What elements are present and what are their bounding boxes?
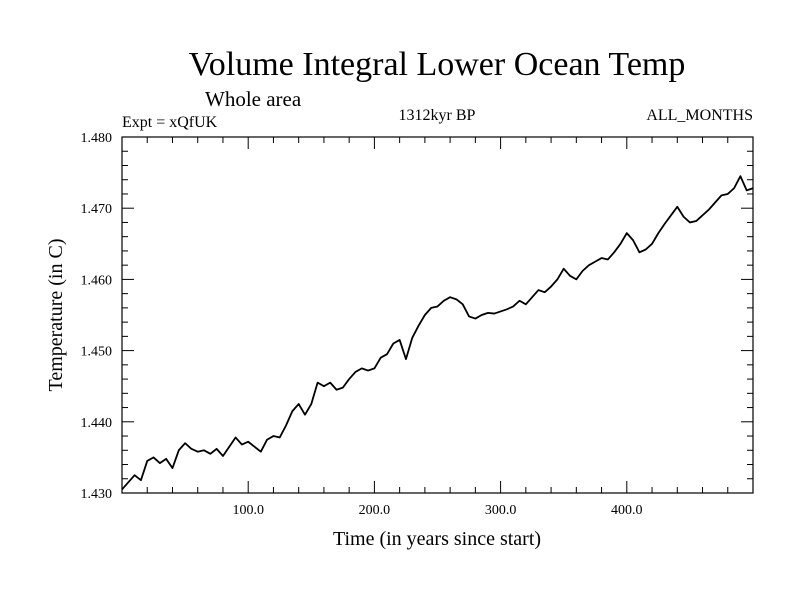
chart-title: Volume Integral Lower Ocean Temp [189, 46, 686, 83]
y-tick-label: 1.430 [81, 487, 113, 502]
y-tick-label: 1.460 [81, 273, 113, 288]
y-axis-label: Temperature (in C) [45, 239, 67, 392]
chart-subtitle: Whole area [205, 87, 302, 111]
x-tick-label: 400.0 [611, 503, 643, 518]
x-axis-label: Time (in years since start) [333, 528, 541, 550]
x-tick-label: 200.0 [359, 503, 391, 518]
period-label: 1312kyr BP [399, 107, 476, 124]
axis-tick-labels: 100.0 200.0 300.0 400.0 1.430 1.440 1.450 1.460… [81, 131, 643, 518]
y-tick-label: 1.440 [81, 416, 113, 431]
x-tick-label: 300.0 [485, 503, 517, 518]
x-tick-label: 100.0 [232, 503, 264, 518]
plot-frame [121, 136, 754, 494]
experiment-label: Expt = xQfUK [122, 114, 218, 131]
axis-ticks [122, 137, 753, 493]
y-tick-label: 1.450 [81, 345, 113, 360]
y-tick-label: 1.470 [81, 202, 113, 217]
series-line-temperature [121, 175, 754, 491]
months-label: ALL_MONTHS [646, 107, 753, 124]
y-tick-label: 1.480 [81, 131, 113, 146]
